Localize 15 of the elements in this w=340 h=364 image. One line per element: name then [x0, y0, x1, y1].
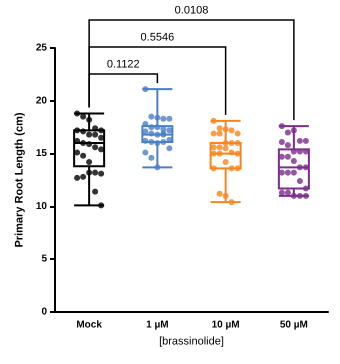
y-tick-label: 15 [36, 148, 48, 160]
text: 0.5546 [140, 32, 174, 44]
y-tick-label: 20 [36, 95, 48, 106]
y-tick-label: 0 [41, 306, 48, 318]
annotation: 0.1122 [106, 58, 140, 70]
x-tick-label: 1 µM [146, 320, 169, 330]
y-tick-label: 5 [41, 254, 48, 265]
x-axis-title: [brassinolide] [159, 336, 224, 348]
y-tick-label: 25 [36, 42, 48, 54]
x-tick-label: 10 µM [212, 320, 240, 330]
y-axis-title: Primary Root Length (cm) [13, 112, 26, 248]
text: 0.0108 [174, 4, 208, 16]
x-tick-label: 50 µM [280, 320, 308, 330]
x-tick-label: Mock [76, 320, 102, 330]
y-tick-label: 10 [36, 200, 48, 212]
